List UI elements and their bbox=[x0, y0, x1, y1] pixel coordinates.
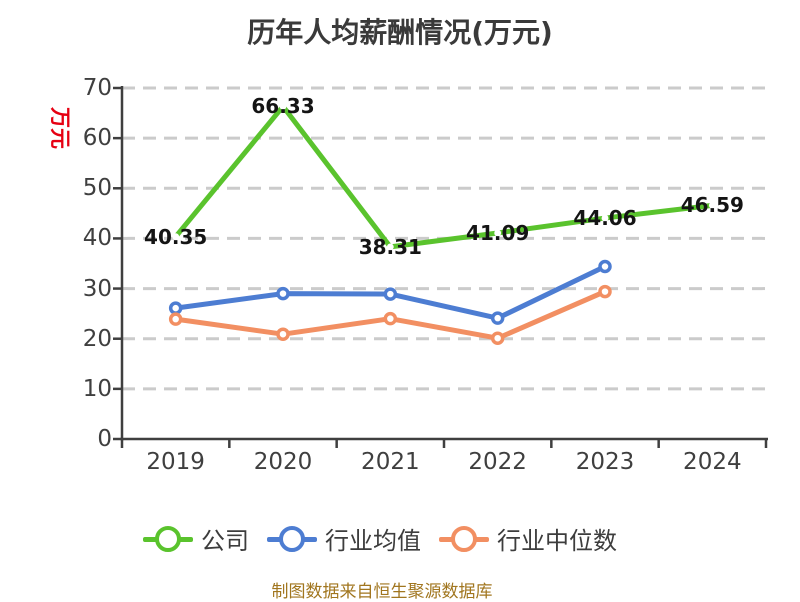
company-value-label-2023: 44.06 bbox=[573, 206, 637, 231]
legend-item-industry-average[interactable]: 行业均值 bbox=[267, 521, 421, 556]
chart-title: 历年人均薪酬情况(万元) bbox=[247, 16, 553, 49]
data-source-note: 制图数据来自恒生聚源数据库 bbox=[271, 582, 493, 602]
legend-item-industry-median[interactable]: 行业中位数 bbox=[439, 521, 617, 556]
x-tick-label-2023: 2023 bbox=[575, 449, 635, 475]
company-point-2023 bbox=[601, 214, 609, 222]
industry-average-legend-label: 行业均值 bbox=[325, 527, 421, 555]
x-tick-label-2019: 2019 bbox=[146, 449, 205, 475]
industry-average-point-2023 bbox=[598, 259, 612, 274]
y-tick-label-20: 20 bbox=[82, 325, 112, 352]
y-tick-label-70: 70 bbox=[82, 75, 112, 101]
company-value-label-2024: 46.59 bbox=[680, 193, 744, 218]
company-legend-circle-icon bbox=[155, 525, 181, 552]
company-value-label-2021: 38.31 bbox=[358, 234, 422, 259]
x-tick-label-2021: 2021 bbox=[361, 449, 420, 475]
company-point-2024 bbox=[708, 201, 716, 209]
x-tick-label-2024: 2024 bbox=[683, 449, 742, 475]
industry-average-point-2022 bbox=[490, 311, 505, 325]
company-value-label-2022: 41.09 bbox=[466, 220, 530, 245]
y-tick-label-40: 40 bbox=[82, 225, 112, 252]
y-tick-label-60: 60 bbox=[82, 125, 112, 152]
x-tick-label-2022: 2022 bbox=[468, 449, 527, 475]
company-point-2022 bbox=[494, 229, 502, 237]
x-tick-label-2020: 2020 bbox=[253, 449, 313, 475]
company-value-label-2020: 66.33 bbox=[251, 94, 315, 119]
industry-median-point-2023 bbox=[598, 284, 612, 299]
industry-median-point-2020 bbox=[276, 327, 290, 341]
industry-average-legend-marker-icon bbox=[267, 524, 317, 554]
legend-item-company[interactable]: 公司 bbox=[143, 521, 249, 556]
company-legend-label: 公司 bbox=[201, 527, 249, 555]
y-tick-label-30: 30 bbox=[82, 275, 112, 302]
industry-average-point-2021 bbox=[383, 287, 398, 301]
industry-median-point-2022 bbox=[490, 331, 505, 345]
y-tick-label-0: 0 bbox=[97, 426, 112, 452]
company-point-2019 bbox=[172, 233, 180, 241]
company-point-2021 bbox=[386, 243, 394, 251]
industry-median-legend-marker-icon bbox=[439, 524, 489, 554]
y-tick-label-10: 10 bbox=[82, 375, 112, 402]
industry-average-point-2020 bbox=[276, 286, 290, 301]
legend: 公司 行业均值 行业中位数 bbox=[0, 521, 800, 556]
industry-median-point-2019 bbox=[168, 312, 183, 326]
industry-median-legend-circle-icon bbox=[451, 525, 477, 552]
industry-median-legend-label: 行业中位数 bbox=[497, 527, 617, 555]
industry-average-point-2019 bbox=[168, 301, 183, 315]
company-legend-marker-icon bbox=[143, 524, 193, 554]
company-value-label-2019: 40.35 bbox=[144, 224, 208, 249]
y-tick-label-50: 50 bbox=[82, 175, 112, 202]
company-point-2020 bbox=[279, 103, 287, 110]
industry-median-point-2021 bbox=[383, 311, 398, 326]
industry-average-legend-circle-icon bbox=[279, 525, 305, 552]
company-line bbox=[173, 103, 715, 250]
